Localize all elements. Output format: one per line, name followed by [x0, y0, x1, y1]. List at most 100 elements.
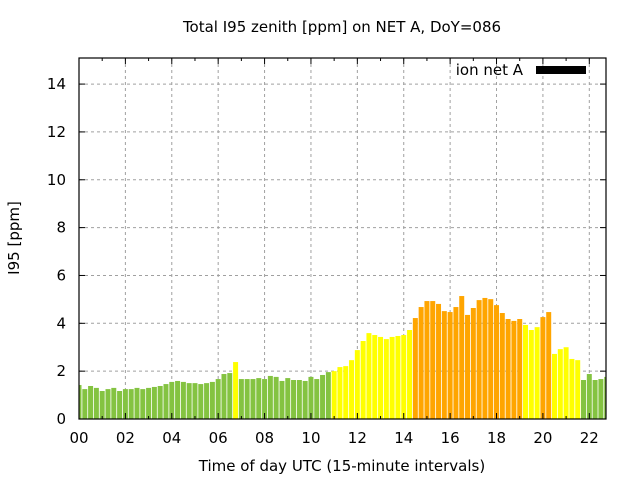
bar [180, 381, 186, 419]
y-tick-label: 6 [56, 266, 66, 284]
bar [470, 308, 476, 419]
bar [586, 374, 592, 419]
bar [453, 307, 459, 419]
bar [302, 380, 308, 419]
bar [192, 383, 198, 419]
bar [128, 389, 134, 419]
bar [93, 387, 99, 419]
bar [523, 324, 529, 419]
y-tick-label: 10 [47, 171, 66, 189]
bar [186, 383, 192, 419]
bar [233, 362, 239, 419]
bar [250, 379, 256, 419]
bar [430, 301, 436, 419]
bar [105, 389, 111, 419]
bar [221, 374, 227, 419]
x-tick-label: 18 [487, 429, 506, 447]
bar [441, 311, 447, 419]
bar [407, 330, 413, 419]
bar [488, 299, 494, 419]
y-tick-label: 0 [56, 410, 66, 428]
bar [296, 380, 302, 419]
bar [337, 367, 343, 419]
bar [436, 303, 442, 419]
bar [111, 387, 117, 419]
y-tick-label: 8 [56, 219, 66, 237]
bar [198, 384, 204, 419]
bar [163, 384, 169, 419]
bar [592, 380, 598, 419]
x-tick-label: 06 [209, 429, 228, 447]
bar [175, 380, 181, 419]
bar [82, 389, 88, 419]
bar [546, 312, 552, 419]
bar [151, 386, 157, 419]
bar [581, 380, 586, 419]
bar [372, 335, 378, 419]
bar [262, 379, 268, 419]
y-axis-label: I95 [ppm] [5, 201, 23, 275]
bar [244, 379, 250, 419]
bar [598, 379, 604, 419]
bar [354, 350, 360, 419]
x-tick-label: 10 [301, 429, 320, 447]
bar [482, 297, 488, 419]
legend-label: ion net A [456, 61, 524, 79]
bar [528, 330, 534, 419]
bar [325, 372, 331, 419]
x-tick-label: 08 [255, 429, 274, 447]
bar [569, 358, 575, 419]
y-tick-label: 14 [47, 75, 66, 93]
bar [343, 366, 349, 419]
bar [499, 313, 505, 419]
x-tick-label: 00 [69, 429, 88, 447]
bar [540, 317, 546, 419]
x-tick-label: 04 [162, 429, 181, 447]
bar [465, 314, 471, 419]
bar [552, 353, 557, 419]
bar [273, 376, 279, 419]
bar [117, 391, 123, 419]
x-tick-labels: 00 02 04 06 08 10 12 14 16 18 20 22 [69, 429, 598, 447]
bar [517, 319, 523, 419]
legend: ion net A [456, 61, 586, 79]
chart-title: Total I95 zenith [ppm] on NET A, DoY=086 [182, 18, 501, 36]
bar [360, 341, 366, 419]
x-tick-label: 02 [116, 429, 135, 447]
x-tick-label: 16 [441, 429, 460, 447]
bar [511, 320, 517, 419]
x-tick-label: 14 [394, 429, 413, 447]
bar [389, 336, 395, 419]
bar [366, 333, 372, 419]
bar [534, 327, 540, 419]
bar [99, 391, 105, 419]
bar [279, 380, 285, 419]
bar [604, 376, 606, 419]
bar [88, 385, 94, 419]
y-tick-label: 12 [47, 123, 66, 141]
bar [395, 335, 401, 419]
bar [134, 387, 140, 419]
bar [291, 380, 297, 419]
bar [320, 374, 326, 419]
bar [285, 378, 291, 419]
bar [331, 371, 337, 419]
x-axis-label: Time of day UTC (15-minute intervals) [198, 457, 485, 475]
bar [447, 312, 453, 419]
y-tick-labels: 0 2 4 6 8 10 12 14 [47, 75, 66, 428]
axis-ticks [78, 58, 606, 420]
bar [412, 318, 418, 419]
bar [505, 319, 511, 419]
y-tick-label: 4 [56, 314, 66, 332]
x-tick-label: 20 [533, 429, 552, 447]
bar [349, 360, 355, 419]
y-tick-label: 2 [56, 362, 66, 380]
bar [314, 379, 320, 419]
plot-frame [78, 57, 607, 420]
bar [215, 379, 221, 419]
bar [209, 381, 215, 419]
bar [308, 376, 314, 419]
bar [401, 335, 407, 419]
bar [575, 360, 581, 419]
bar [418, 307, 424, 419]
